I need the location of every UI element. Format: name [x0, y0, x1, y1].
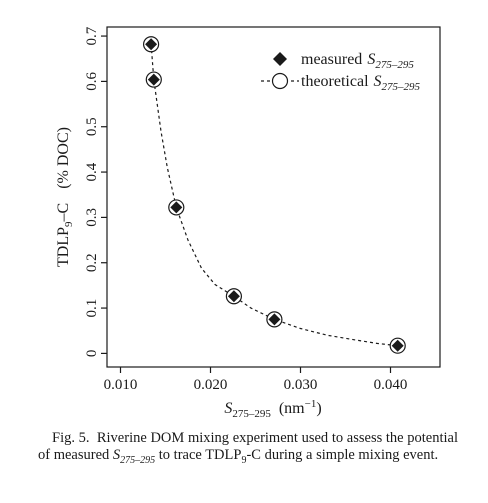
y-tick-label: 0.5 [84, 117, 100, 136]
caption-text-3: -C during a simple mixing event. [246, 447, 439, 463]
y-tick-label: 0.3 [84, 208, 100, 227]
y-tick-label: 0 [84, 350, 100, 358]
measured-point [268, 313, 281, 326]
y-tick-label: 0.4 [84, 162, 100, 181]
data-points [143, 36, 406, 354]
legend-label-measured: measured S275–295 [301, 51, 414, 71]
measured-point [227, 290, 240, 303]
x-tick-label: 0.040 [374, 377, 408, 393]
caption-text-2-sub: 9 [241, 454, 247, 466]
measured-point [170, 201, 183, 214]
theoretical-curve-line [150, 44, 398, 347]
caption-text-1: Riverine DOM mixing experiment used to a… [38, 430, 459, 463]
legend: measured S275–295 theoretical S275–295 [261, 51, 421, 93]
x-tick-label: 0.030 [284, 377, 318, 393]
measured-point [147, 73, 160, 86]
plot-frame [106, 26, 441, 368]
y-tick-label: 0.2 [84, 253, 100, 272]
caption-text-2: to trace TDLP [158, 447, 242, 463]
caption-symbol-sub: 275–295 [120, 454, 156, 466]
x-tick-label: 0.020 [194, 377, 228, 393]
y-axis-label: TDLP9–C(% DOC) [55, 127, 75, 267]
legend-item-theoretical: theoretical S275–295 [261, 72, 421, 93]
theoretical-curve [150, 44, 398, 347]
x-axis-label: S275–295 (nm−1) [224, 398, 321, 420]
y-tick-label: 0.1 [84, 299, 100, 318]
legend-label-theoretical: theoretical S275–295 [301, 73, 421, 93]
legend-marker-circle [271, 72, 289, 90]
caption-symbol: S [112, 447, 121, 463]
legend-item-measured: measured S275–295 [273, 51, 414, 71]
measured-point [145, 38, 158, 51]
measured-point [391, 339, 404, 352]
y-axis: 0 0.1 0.2 0.3 0.4 0.5 0.6 0.7 [84, 26, 107, 357]
y-tick-label: 0.6 [84, 72, 100, 91]
x-tick-label: 0.010 [104, 377, 138, 393]
caption-fig-number: Fig. 5. [52, 430, 90, 446]
figure-caption: Fig. 5. Riverine DOM mixing experiment u… [38, 430, 458, 469]
y-tick-label: 0.7 [84, 26, 100, 45]
legend-marker-diamond [273, 52, 287, 66]
x-axis: 0.010 0.020 0.030 0.040 [104, 367, 408, 393]
